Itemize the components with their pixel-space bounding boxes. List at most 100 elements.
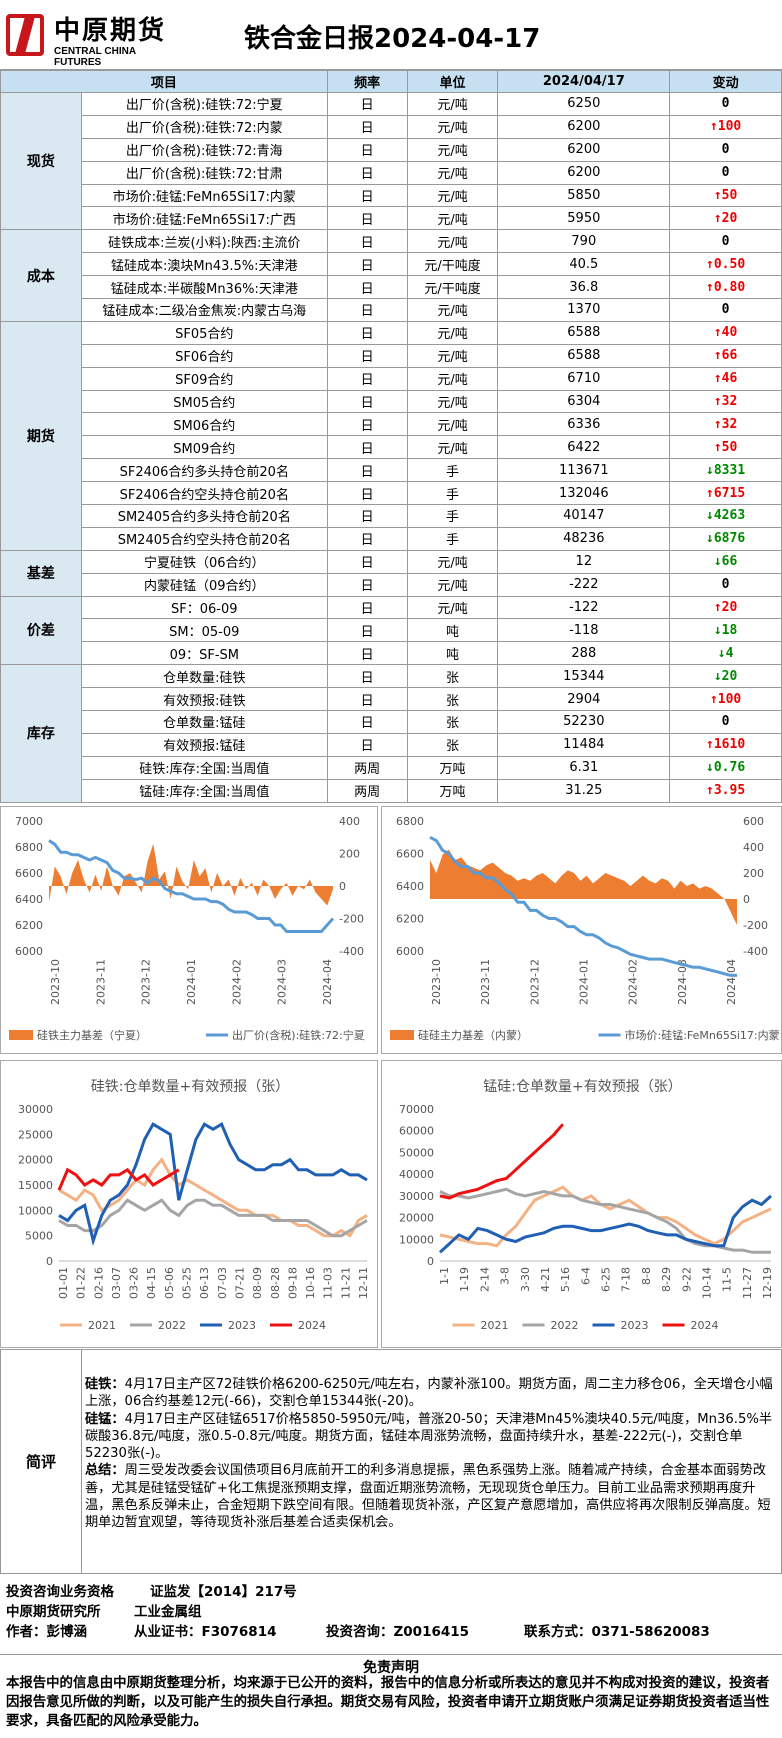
change-value: 32 — [721, 416, 738, 432]
x-tick-label: 2024-03 — [676, 959, 689, 1005]
y-tick-label: 6200 — [396, 913, 424, 926]
change-cell: ↓6876 — [669, 526, 782, 551]
value-cell: 6250 — [497, 92, 671, 116]
change-cell: 0 — [669, 137, 782, 162]
x-tick-label: 2024-04 — [321, 959, 334, 1005]
change-cell: ↓4263 — [669, 504, 782, 528]
frequency-cell: 日 — [326, 618, 408, 643]
arrow-up-icon: ↑ — [713, 188, 722, 203]
value-cell: 6710 — [497, 366, 671, 391]
legend-label: 2023 — [621, 1319, 649, 1332]
y2-tick-label: -200 — [339, 913, 364, 926]
value-cell: -118 — [497, 618, 671, 643]
comment-summary: 周三受发改委会议国债项目6月底前开工的利多消息提振，黑色系强势上涨。随着减产持续… — [85, 1463, 771, 1531]
arrow-up-icon: ↑ — [706, 485, 714, 501]
frequency-cell: 日 — [326, 458, 408, 483]
legend-label: 2021 — [88, 1319, 116, 1332]
arrow-down-icon: ↓ — [706, 508, 714, 524]
arrow-up-icon: ↑ — [706, 256, 714, 272]
logo-text-en: CENTRAL CHINA FUTURES — [54, 46, 136, 68]
frequency-cell: 日 — [326, 641, 408, 666]
value-cell: 6588 — [497, 343, 671, 368]
legend-label: 2022 — [158, 1319, 186, 1332]
unit-cell: 元/吨 — [406, 572, 499, 597]
value-cell: 2904 — [497, 687, 671, 712]
arrow-up-icon: ↑ — [706, 279, 714, 295]
value-cell: 6200 — [497, 160, 671, 185]
x-tick-label: 2024-02 — [627, 959, 640, 1005]
arrow-down-icon: ↓ — [713, 554, 722, 570]
y2-tick-label: -200 — [743, 919, 768, 932]
chart-title: 锰硅:仓单数量+有效预报（张） — [483, 1079, 681, 1095]
change-cell: ↑32 — [669, 389, 782, 414]
unit-cell: 元/干吨度 — [406, 252, 499, 277]
y-tick-label: 6800 — [15, 841, 43, 854]
company-logo: 中原期货 CENTRAL CHINA FUTURES — [6, 8, 176, 68]
value-cell: 36.8 — [497, 275, 671, 300]
unit-cell: 万吨 — [406, 755, 499, 780]
value-cell: 5850 — [497, 183, 671, 208]
report-header: 中原期货 CENTRAL CHINA FUTURES 铁合金日报2024-04-… — [0, 0, 782, 70]
unit-cell: 吨 — [406, 618, 499, 643]
item-name-cell: 市场价:硅锰:FeMn65Si17:内蒙 — [80, 183, 328, 208]
unit-cell: 手 — [406, 458, 499, 483]
table-row: 内蒙硅锰（09合约）日元/吨 -222 0 — [1, 572, 782, 597]
change-value: 40 — [721, 325, 738, 341]
x-tick-label: 11-5 — [721, 1267, 734, 1292]
change-value: 1610 — [713, 737, 746, 753]
advisory-cert: 投资咨询：Z0016415 — [326, 1624, 470, 1640]
y2-tick-label: 400 — [339, 815, 360, 828]
value-cell: 40147 — [497, 504, 671, 528]
frequency-cell: 日 — [326, 275, 408, 300]
frequency-cell: 日 — [326, 435, 408, 460]
x-tick-label: 05-25 — [181, 1267, 194, 1299]
change-cell: ↑46 — [669, 366, 782, 391]
frequency-cell: 日 — [326, 183, 408, 208]
table-row: SF2406合约多头持仓前20名日手 113671 ↓8331 — [1, 458, 782, 483]
arrow-up-icon: ↑ — [709, 119, 718, 135]
arrow-down-icon: ↓ — [706, 462, 714, 478]
chart-panel-2: 6800 6600 6400 6200 6000 600 400 200 0 -200 -400 20… — [381, 806, 782, 1054]
table-row: 锰硅成本:二级冶金焦炭:内蒙古乌海日元/吨 1370 0 — [1, 298, 782, 322]
unit-cell: 元/吨 — [406, 366, 499, 391]
item-name-cell: SF09合约 — [80, 366, 328, 391]
frequency-cell: 日 — [326, 412, 408, 437]
frequency-cell: 日 — [326, 526, 408, 551]
x-tick-label: 04-15 — [145, 1267, 158, 1299]
table-row: SF06合约日元/吨 6588 ↑66 — [1, 343, 782, 368]
frequency-cell: 日 — [326, 481, 408, 506]
value-cell: 6336 — [497, 412, 671, 437]
data-table: 项目 频率 单位 2024/04/17 变动 现货 出厂价(含税):硅铁:72:宁… — [0, 70, 782, 803]
arrow-up-icon: ↑ — [713, 394, 722, 410]
change-value: 32 — [721, 394, 738, 410]
change-value: 50 — [721, 188, 738, 203]
frequency-cell: 日 — [326, 549, 408, 574]
legend-label: 2022 — [551, 1319, 579, 1332]
y-tick-label: 70000 — [399, 1103, 434, 1116]
x-tick-label: 2023-12 — [528, 959, 541, 1005]
item-name-cell: SM05合约 — [80, 389, 328, 414]
arrow-down-icon: ↓ — [717, 645, 726, 661]
frequency-cell: 两周 — [326, 778, 408, 803]
change-value: 0 — [721, 577, 730, 593]
unit-cell: 手 — [406, 504, 499, 528]
x-tick-label: 2023-12 — [140, 959, 153, 1005]
value-cell: 15344 — [497, 664, 671, 689]
item-name-cell: 宁夏硅铁（06合约） — [80, 549, 328, 574]
item-name-cell: 硅铁成本:兰炭(小料):陕西:主流价 — [80, 229, 328, 254]
category-cell: 基差 — [0, 549, 82, 597]
frequency-cell: 日 — [326, 664, 408, 689]
change-value: 0 — [721, 142, 730, 158]
table-row: 市场价:硅锰:FeMn65Si17:内蒙日元/吨 5850 ↑50 — [1, 183, 782, 208]
logo-mark-icon — [6, 14, 44, 56]
legend-label: 出厂价(含税):硅铁:72:宁夏 — [232, 1028, 365, 1042]
change-cell: 0 — [669, 572, 782, 597]
arrow-down-icon: ↓ — [706, 531, 714, 547]
x-tick-label: 06-13 — [198, 1267, 211, 1299]
x-tick-label: 6-25 — [600, 1267, 613, 1292]
change-value: 46 — [721, 371, 738, 387]
frequency-cell: 日 — [326, 206, 408, 231]
frequency-cell: 日 — [326, 366, 408, 391]
category-cell: 期货 — [0, 320, 82, 551]
comment-head-sum: 总结： — [85, 1463, 125, 1479]
